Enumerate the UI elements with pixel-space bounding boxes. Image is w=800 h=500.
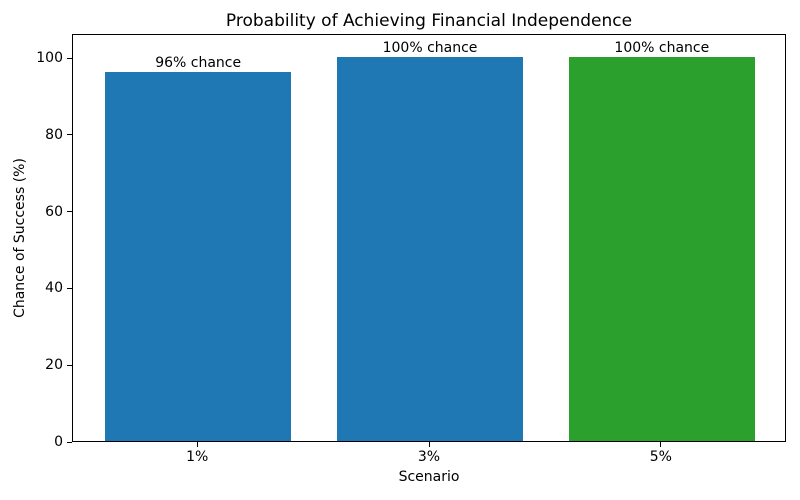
y-tick-mark bbox=[67, 57, 72, 59]
bar-value-label: 100% chance bbox=[382, 40, 478, 56]
x-tick-mark bbox=[196, 442, 198, 447]
y-tick-label: 0 bbox=[54, 434, 63, 450]
x-tick-mark bbox=[660, 442, 662, 447]
y-tick-mark bbox=[67, 211, 72, 213]
y-tick-mark bbox=[67, 364, 72, 366]
bar-value-label: 100% chance bbox=[614, 40, 710, 56]
y-tick-mark bbox=[67, 441, 72, 443]
y-tick-label: 100 bbox=[36, 50, 63, 66]
y-tick-label: 60 bbox=[45, 203, 63, 220]
bar-5% bbox=[569, 57, 755, 441]
y-tick-mark bbox=[67, 287, 72, 289]
bar-3% bbox=[337, 57, 523, 441]
x-tick-label: 3% bbox=[417, 449, 441, 465]
x-tick-label: 1% bbox=[186, 449, 209, 465]
y-tick-label: 40 bbox=[45, 280, 63, 297]
chart-title: Probability of Achieving Financial Indep… bbox=[225, 11, 633, 31]
plot-area: 96% chance 100% chance 100% chance bbox=[72, 34, 786, 442]
bar-value-label: 96% chance bbox=[155, 55, 242, 72]
y-tick-mark bbox=[67, 134, 72, 136]
y-tick-label: 20 bbox=[45, 357, 63, 374]
y-tick-label: 80 bbox=[45, 126, 63, 143]
x-tick-mark bbox=[428, 442, 430, 447]
x-tick-label: 5% bbox=[649, 449, 672, 465]
x-axis-label: Scenario bbox=[398, 469, 460, 485]
bar-1% bbox=[105, 72, 291, 441]
